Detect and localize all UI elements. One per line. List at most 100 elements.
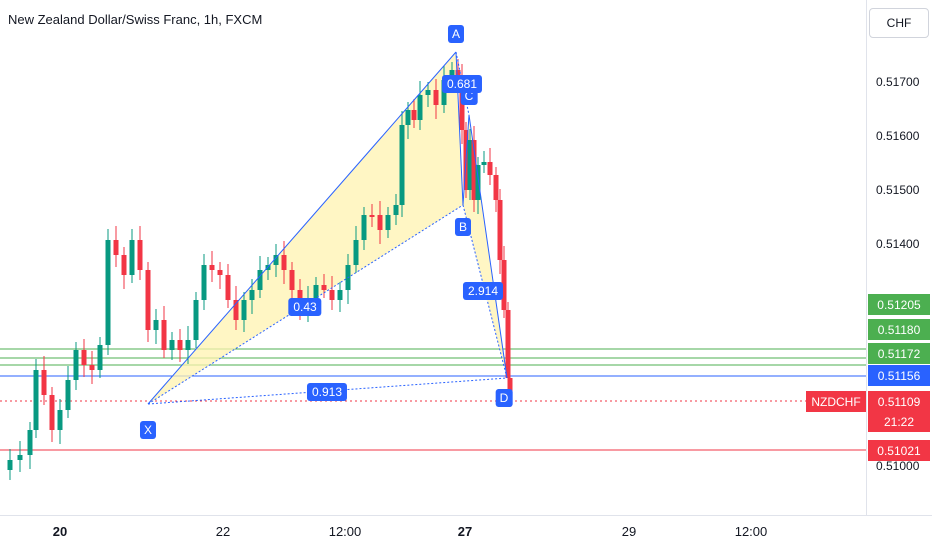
candle-body [81,350,87,365]
candle-body [249,290,255,300]
price-badge: 0.51172 [868,343,930,364]
candle-body [493,175,499,200]
candle-body [73,350,79,380]
candle-body [233,300,239,320]
candle-body [33,370,39,430]
candle-body [455,70,461,78]
candle-body [217,270,223,275]
candle-body [105,240,111,345]
candle-body [209,265,215,270]
horizontal-lines [0,348,866,451]
bar-countdown: 21:22 [868,412,930,432]
candle-body [467,140,473,190]
candle-body [377,215,383,230]
candle-body [361,215,367,240]
pattern-point-d[interactable]: D [495,389,513,407]
candle-body [497,200,503,260]
ratio-label-xb: 0.43 [288,298,322,316]
price-badge: 0.51109 [868,391,930,412]
candle-body [481,162,487,165]
candle-body [241,300,247,320]
pattern-leg [462,114,470,206]
price-tick: 0.51400 [876,237,920,251]
harmonic-pattern-fill [148,52,507,404]
price-badge: 0.51180 [868,319,930,340]
candle-body [121,255,127,275]
candle-body [41,370,47,395]
candle-body [89,365,95,370]
pattern-point-x[interactable]: X [139,421,157,439]
candle-body [393,205,399,215]
candle-body [507,378,513,395]
candle-body [505,310,511,378]
ratio-label-ac: 0.681 [441,75,483,93]
candle-body [425,90,431,95]
candle-body [273,255,279,265]
pattern-leg [147,51,457,405]
candle-body [153,320,159,330]
pattern-leg [468,114,508,379]
time-tick: 20 [52,524,68,539]
candle-body [399,125,405,205]
candle-body [17,455,23,460]
symbol-tag: NZDCHF [806,391,866,412]
candle-body [177,340,183,350]
candle-body [385,215,391,230]
candle-body [145,270,151,330]
price-tick: 0.51500 [876,183,920,197]
time-tick: 27 [457,524,473,539]
ratio-label-bd: 2.914 [462,282,504,300]
candle-body [57,410,63,430]
candle-body [501,260,507,310]
price-tick: 0.51600 [876,129,920,143]
pattern-point-a[interactable]: A [447,25,465,43]
candle-body [281,255,287,270]
candle-body [411,110,417,120]
candle-body [113,240,119,255]
price-tick: 0.51700 [876,75,920,89]
candle-body [313,285,319,300]
candle-body [169,340,175,350]
candle-body [193,300,199,340]
candle-body [257,270,263,290]
ratio-label-xd: 0.913 [306,383,348,401]
candle-body [353,240,359,265]
candle-body [417,95,423,120]
candle-body [329,290,335,300]
candle-body [433,90,439,105]
candle-body [471,140,477,200]
candle-body [337,290,343,300]
price-tick: 0.51000 [876,459,920,473]
price-badge: 0.51205 [868,294,930,315]
candle-body [475,165,481,200]
candle-body [487,162,493,175]
candle-body [161,320,167,350]
candle-body [369,215,375,217]
candle-body [321,285,327,290]
pattern-point-b[interactable]: B [454,218,472,236]
candle-body [49,395,55,430]
candle-body [65,380,71,410]
candle-body [7,460,13,470]
candle-body [201,265,207,300]
candle-body [225,275,231,300]
price-axis-separator [866,0,867,515]
candle-body [185,340,191,350]
xab-triangle [148,52,463,404]
chart-title: New Zealand Dollar/Swiss Franc, 1h, FXCM [8,12,263,27]
candle-body [405,110,411,125]
candle-body [27,430,33,455]
candle-body [137,240,143,270]
candle-body [289,270,295,290]
candlesticks [7,59,513,480]
time-axis-separator [0,515,932,516]
time-tick: 22 [215,524,231,539]
candle-body [129,240,135,275]
time-tick: 12:00 [328,524,362,539]
time-tick: 29 [621,524,637,539]
price-badge: 0.51021 [868,440,930,461]
currency-button[interactable]: CHF [869,8,929,38]
price-badge: 0.51156 [868,365,930,386]
